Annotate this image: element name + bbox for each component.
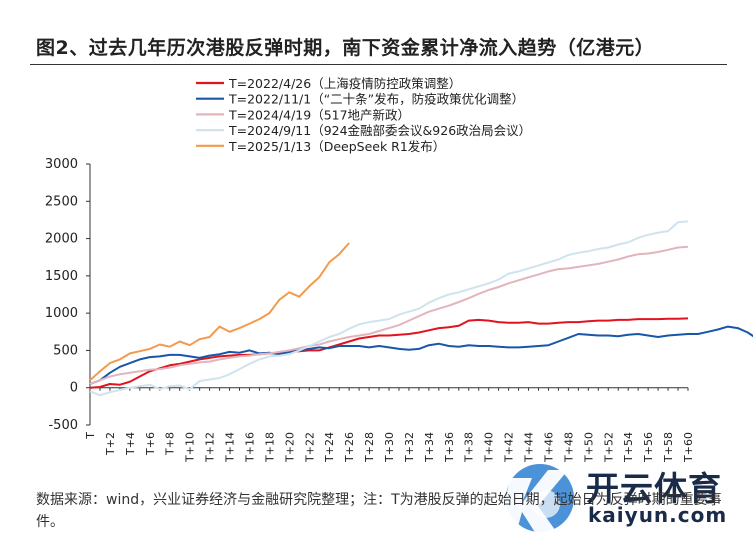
x-axis: T T+2 T+4 T+6 T+8 T+10 T+12 T+14 T+16 T+18 T+20 T+2… [84, 387, 695, 463]
x-tick-label: T+32 [403, 432, 416, 463]
legend: T=2022/4/26（上海疫情防控政策调整）T=2022/11/1（“二十条”… [196, 76, 531, 154]
y-tick-label: 1000 [45, 306, 78, 321]
legend-label-3: T=2024/4/19（517地产新政） [228, 107, 410, 122]
y-tick-label: 3000 [45, 157, 78, 172]
x-tick-label: T+58 [662, 432, 675, 463]
x-tick-label: T+42 [503, 432, 516, 463]
y-tick-label: 0 [70, 381, 78, 396]
legend-label-4: T=2024/9/11（924金融部委会议&926政治局会议） [228, 123, 531, 138]
y-tick-label: 2000 [45, 232, 78, 247]
x-tick-label: T+56 [642, 432, 655, 463]
title-rule [30, 64, 727, 65]
x-tick-label: T+20 [283, 432, 296, 463]
x-tick-label: T+2 [104, 432, 117, 456]
x-tick-label: T+50 [582, 432, 595, 463]
x-tick-label: T+44 [523, 432, 536, 463]
legend-label-5: T=2025/1/13（DeepSeek R1发布） [228, 139, 445, 154]
source-note: 数据来源：wind，兴业证券经济与金融研究院整理；注：T为港股反弹的起始日期，起… [36, 492, 722, 530]
x-tick-label: T+38 [463, 432, 476, 463]
x-tick-label: T+54 [622, 432, 635, 463]
chart-title: 图2、过去几年历次港股反弹时期，南下资金累计净流入趋势（亿港元） [36, 37, 655, 59]
x-tick-label: T+40 [483, 432, 496, 463]
x-tick-label: T+8 [164, 432, 177, 456]
watermark-logo [470, 448, 740, 548]
x-tick-label: T+28 [363, 432, 376, 463]
x-tick-label: T+60 [682, 432, 695, 463]
series-line-4 [89, 220, 689, 397]
y-tick-label: 1500 [45, 269, 78, 284]
x-tick-label: T+16 [243, 432, 256, 463]
x-tick-label: T+14 [224, 432, 237, 463]
x-tick-label: T+10 [184, 432, 197, 463]
legend-label-2: T=2022/11/1（“二十条”发布，防疫政策优化调整） [228, 92, 524, 107]
series-line-3 [89, 245, 689, 385]
y-tick-label: 2500 [45, 194, 78, 209]
x-tick-label: T+26 [343, 432, 356, 463]
x-tick-label: T+18 [263, 432, 276, 463]
series-line-5 [89, 242, 350, 382]
x-tick-label: T+36 [443, 432, 456, 463]
series-line-2 [89, 325, 753, 385]
series-lines [89, 220, 753, 397]
x-tick-label: T+52 [602, 432, 615, 463]
x-tick-label: T+6 [144, 432, 157, 456]
x-tick-label: T+30 [383, 432, 396, 463]
watermark-brand: 开云体育 [586, 469, 722, 508]
x-tick-label: T+22 [303, 432, 316, 463]
legend-label-1: T=2022/4/26（上海疫情防控政策调整） [228, 76, 461, 91]
y-tick-label: 500 [53, 343, 78, 358]
x-tick-label: T+4 [124, 432, 137, 456]
y-axis: -500 0 500 1000 1500 2000 2500 3000 [45, 157, 91, 433]
watermark-url: kaiyun.com [588, 503, 728, 527]
y-tick-label: -500 [48, 418, 78, 433]
x-tick-label: T+24 [323, 432, 336, 463]
x-tick-label: T+34 [423, 432, 436, 463]
x-tick-label: T+48 [562, 432, 575, 463]
x-tick-label: T+12 [204, 432, 217, 463]
x-tick-label: T+46 [542, 432, 555, 463]
x-tick-label: T [84, 432, 97, 440]
series-line-1 [89, 317, 689, 389]
